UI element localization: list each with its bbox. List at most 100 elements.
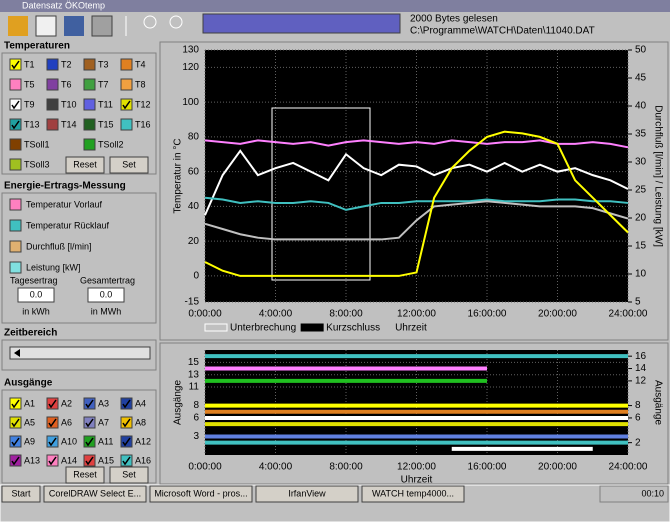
checkbox-label: T10 — [61, 99, 77, 109]
y-tick-label: 80 — [188, 132, 200, 143]
check-mark — [85, 456, 94, 466]
checkbox[interactable] — [46, 58, 59, 71]
button[interactable] — [65, 156, 105, 174]
button-label[interactable]: Set — [122, 469, 136, 479]
button-label[interactable]: WATCH temp4000... — [372, 488, 454, 498]
checkbox[interactable] — [9, 58, 22, 71]
x-tick-label: 16:00:00 — [468, 309, 507, 320]
button-label[interactable]: Start — [11, 488, 31, 498]
button-label[interactable]: Reset — [73, 159, 97, 169]
button[interactable] — [255, 485, 359, 503]
checkbox[interactable] — [46, 98, 59, 111]
button[interactable] — [109, 156, 149, 174]
checkbox[interactable] — [9, 118, 22, 131]
tray — [599, 485, 669, 503]
checkbox[interactable] — [120, 435, 133, 448]
checkbox-label: A10 — [61, 436, 77, 446]
group-box — [1, 192, 157, 324]
checkbox[interactable] — [120, 98, 133, 111]
button[interactable] — [1, 485, 41, 503]
y2-tick-label: 45 — [635, 73, 647, 84]
button[interactable] — [65, 466, 105, 484]
checkbox[interactable] — [120, 118, 133, 131]
series-line — [204, 200, 629, 241]
checkbox-label: A8 — [135, 417, 146, 427]
open-icon[interactable] — [8, 16, 28, 36]
checkbox[interactable] — [120, 58, 133, 71]
y2-tick-label: 5 — [635, 297, 641, 308]
yield-unit: in kWh — [22, 306, 50, 316]
checkbox[interactable] — [83, 58, 96, 71]
zoom-out-icon[interactable] — [169, 15, 183, 29]
checkbox[interactable] — [83, 78, 96, 91]
slider-track[interactable] — [9, 346, 151, 360]
checkbox[interactable] — [9, 435, 22, 448]
y2-tick-label: 50 — [635, 45, 647, 56]
checkbox[interactable] — [46, 118, 59, 131]
checkbox[interactable] — [46, 416, 59, 429]
checkbox[interactable] — [120, 454, 133, 467]
checkbox-label: T7 — [98, 79, 109, 89]
checkbox[interactable] — [9, 98, 22, 111]
y-tick-label: 120 — [182, 62, 199, 73]
slider-thumb[interactable] — [14, 349, 20, 357]
energy-item: Durchfluß [l/min] — [26, 241, 92, 251]
checkbox-label: A16 — [135, 455, 151, 465]
checkbox[interactable] — [120, 416, 133, 429]
y-tick-label: -15 — [185, 297, 200, 308]
print-icon[interactable] — [35, 15, 57, 37]
y-tick-label: 11 — [189, 382, 200, 393]
checkbox[interactable] — [83, 118, 96, 131]
yield-unit: in MWh — [91, 306, 122, 316]
y-axis-title: Ausgänge — [173, 380, 184, 425]
section-title: Temperaturen — [4, 41, 70, 52]
checkbox[interactable] — [9, 416, 22, 429]
y2-tick-label: 25 — [635, 185, 647, 196]
button[interactable] — [149, 485, 253, 503]
button-label[interactable]: IrfanView — [288, 488, 326, 498]
checkbox-label: T12 — [135, 99, 151, 109]
checkbox[interactable] — [46, 435, 59, 448]
zoom-selection — [271, 107, 371, 281]
checkbox[interactable] — [9, 158, 22, 171]
checkbox[interactable] — [9, 397, 22, 410]
group-box — [1, 339, 157, 371]
window-title: Datensatz ÖKOtemp — [22, 0, 105, 10]
checkbox[interactable] — [83, 98, 96, 111]
button[interactable] — [361, 485, 465, 503]
button-label[interactable]: CorelDRAW Select E... — [49, 488, 141, 498]
y-tick-label: 20 — [188, 236, 200, 247]
y2-tick-label: 6 — [635, 413, 641, 424]
checkbox[interactable] — [46, 397, 59, 410]
button[interactable] — [43, 485, 147, 503]
button-label[interactable]: Reset — [73, 469, 97, 479]
checkbox-label: A3 — [98, 398, 109, 408]
zoom-in-icon[interactable] — [143, 15, 157, 29]
section-title: Zeitbereich — [4, 328, 57, 339]
checkbox[interactable] — [83, 416, 96, 429]
checkbox[interactable] — [83, 138, 96, 151]
checkbox-label: T11 — [98, 99, 113, 109]
checkbox[interactable] — [9, 138, 22, 151]
save-icon[interactable] — [64, 16, 84, 36]
check-mark — [85, 437, 94, 447]
checkbox[interactable] — [120, 397, 133, 410]
y2-tick-label: 12 — [635, 376, 647, 387]
x-axis-title: Uhrzeit — [395, 323, 427, 334]
checkbox[interactable] — [83, 435, 96, 448]
button-label[interactable]: Microsoft Word - pros... — [154, 488, 247, 498]
button[interactable] — [109, 466, 149, 484]
disk-icon[interactable] — [91, 15, 113, 37]
button-label[interactable]: Set — [122, 159, 136, 169]
y-tick-label: 15 — [188, 357, 200, 368]
checkbox[interactable] — [120, 78, 133, 91]
checkbox[interactable] — [83, 397, 96, 410]
checkbox[interactable] — [46, 454, 59, 467]
checkbox[interactable] — [9, 78, 22, 91]
checkbox[interactable] — [83, 454, 96, 467]
check-mark — [48, 456, 57, 466]
toolbar-icons — [8, 15, 183, 37]
checkbox[interactable] — [9, 454, 22, 467]
checkbox[interactable] — [46, 78, 59, 91]
